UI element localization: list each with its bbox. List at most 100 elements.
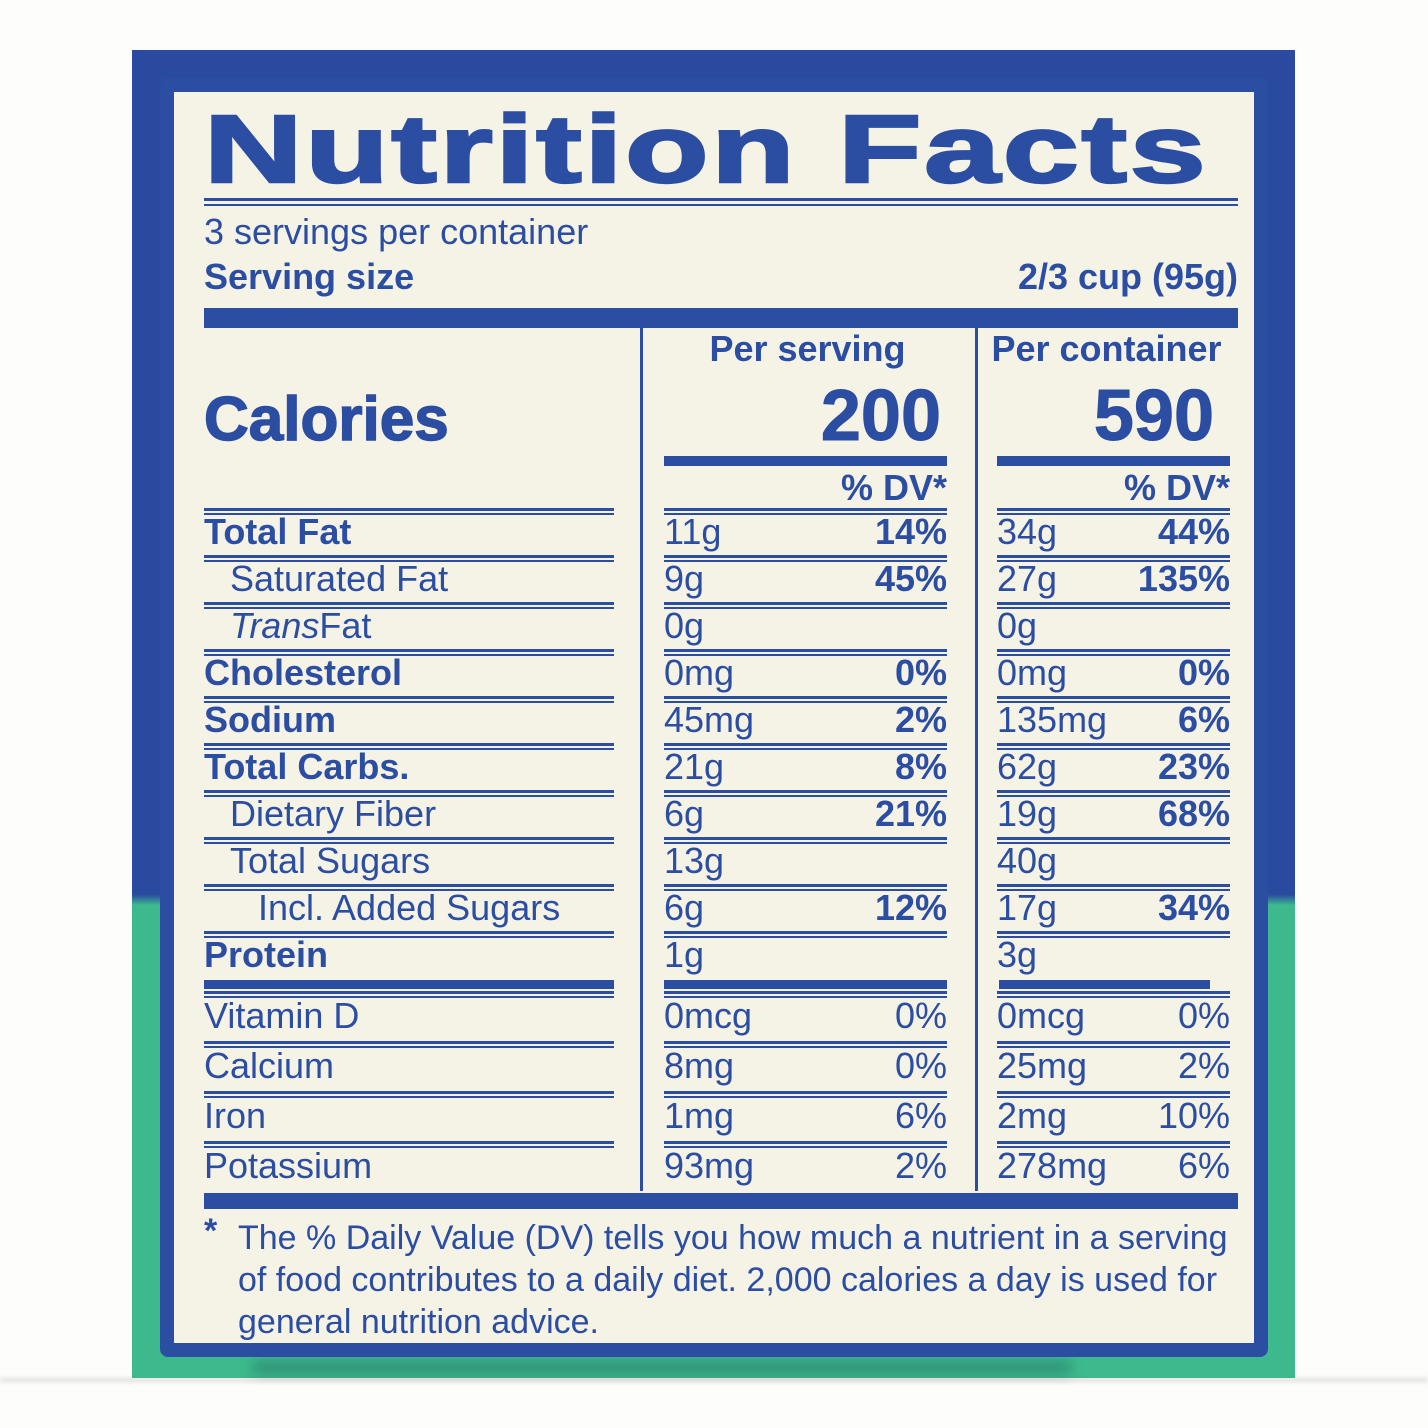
column-divider-2 xyxy=(975,328,978,1191)
calories-underline-right xyxy=(975,454,1238,468)
amount-value: 0mcg xyxy=(664,995,753,1036)
daily-value-percent: 14% xyxy=(874,510,947,552)
daily-value-percent: 45% xyxy=(874,557,947,599)
per-container-header: Per container xyxy=(991,328,1222,369)
nutrient-row: Cholesterol 0mg 0% 0mg 0% xyxy=(204,649,1238,696)
separator-thick-bottom xyxy=(204,1193,1238,1209)
amount-value: 0g xyxy=(664,604,705,646)
daily-value-percent: 6% xyxy=(1177,698,1230,740)
amount-value: 1g xyxy=(664,933,705,975)
per-container-value-cell: 62g 23% xyxy=(975,743,1238,790)
calories-underline-row xyxy=(204,454,1238,468)
column-divider-1 xyxy=(640,328,643,1191)
nutrient-row: Trans Fat 0g 0g xyxy=(204,602,1238,649)
daily-value-percent: 135% xyxy=(1137,557,1230,599)
per-serving-header: Per serving xyxy=(709,328,906,369)
dv-header-row: % DV* % DV* xyxy=(204,467,1238,508)
nutrient-name: Iron xyxy=(204,1091,640,1141)
title-rule xyxy=(204,198,1238,206)
calories-row: Calories 200 590 xyxy=(203,372,1238,456)
per-container-value-cell: 0mcg 0% xyxy=(975,991,1238,1041)
per-container-value-cell: 3g xyxy=(975,931,1238,978)
per-container-value-cell: 135mg 6% xyxy=(975,696,1238,743)
per-serving-value-cell: 0mcg 0% xyxy=(640,991,975,1041)
nutrient-rows: Total Fat 11g 14% 34g 44% Saturated Fat 9g 45% 2… xyxy=(204,508,1238,978)
nutrient-name: Total Fat xyxy=(204,508,640,555)
per-serving-value-cell: 11g 14% xyxy=(640,508,975,555)
calories-per-serving: 200 xyxy=(820,376,941,456)
section-divider-left xyxy=(204,978,640,991)
footnote: * The % Daily Value (DV) tells you how m… xyxy=(204,1212,1238,1343)
amount-value: 62g xyxy=(997,745,1058,787)
section-divider-right xyxy=(975,978,1238,991)
daily-value-percent: 0% xyxy=(1177,995,1230,1036)
calories-label-cell: Calories xyxy=(203,385,640,454)
amount-value: 93mg xyxy=(664,1145,755,1186)
calories-per-container: 590 xyxy=(1093,376,1214,456)
nutrient-name: Dietary Fiber xyxy=(204,790,640,837)
daily-value-percent: 12% xyxy=(874,886,947,928)
daily-value-percent: 44% xyxy=(1157,510,1230,552)
per-serving-value-cell: 13g xyxy=(640,837,975,884)
daily-value-percent: 21% xyxy=(874,792,947,834)
per-container-value-cell: 17g 34% xyxy=(975,884,1238,931)
nutrient-row: Total Fat 11g 14% 34g 44% xyxy=(204,508,1238,555)
per-container-value-cell: 27g 135% xyxy=(975,555,1238,602)
per-serving-value-cell: 0g xyxy=(640,602,975,649)
nutrient-row: Calcium 8mg 0% 25mg 2% xyxy=(204,1041,1238,1091)
daily-value-percent: 8% xyxy=(894,745,947,787)
nutrient-row: Potassium 93mg 2% 278mg 6% xyxy=(204,1141,1238,1191)
nutrient-name: Vitamin D xyxy=(204,991,640,1041)
nutrition-facts-label: Nutrition Facts 3 servings per container… xyxy=(160,78,1268,1357)
dv-header-container: % DV* xyxy=(1123,467,1230,508)
per-container-value-cell: 40g xyxy=(975,837,1238,884)
nutrient-name: Cholesterol xyxy=(204,649,640,696)
amount-value: 19g xyxy=(997,792,1058,834)
daily-value-percent: 68% xyxy=(1157,792,1230,834)
nutrient-row: Total Carbs. 21g 8% 62g 23% xyxy=(204,743,1238,790)
per-serving-value-cell: 1g xyxy=(640,931,975,978)
per-serving-value-cell: 45mg 2% xyxy=(640,696,975,743)
surface-shadow-line xyxy=(0,1378,1428,1382)
nutrient-name: Trans Fat xyxy=(204,602,640,649)
daily-value-percent: 6% xyxy=(894,1095,947,1136)
label-title: Nutrition Facts xyxy=(202,96,1209,203)
per-serving-value-cell: 6g 21% xyxy=(640,790,975,837)
nutrient-row: Vitamin D 0mcg 0% 0mcg 0% xyxy=(204,991,1238,1041)
nutrient-name: Calcium xyxy=(204,1041,640,1091)
per-container-value-cell: 25mg 2% xyxy=(975,1041,1238,1091)
amount-value: 1mg xyxy=(664,1095,735,1136)
package-print-smudge xyxy=(252,1361,1072,1374)
dv-header-serving: % DV* xyxy=(840,467,947,508)
amount-value: 0g xyxy=(997,604,1038,646)
nutrient-name: Sodium xyxy=(204,696,640,743)
amount-value: 11g xyxy=(664,510,722,552)
amount-value: 278mg xyxy=(997,1145,1108,1186)
calories-label: Calories xyxy=(203,385,449,454)
amount-value: 34g xyxy=(997,510,1058,552)
section-divider-row xyxy=(204,978,1238,991)
amount-value: 27g xyxy=(997,557,1058,599)
amount-value: 9g xyxy=(664,557,705,599)
nutrient-row: Dietary Fiber 6g 21% 19g 68% xyxy=(204,790,1238,837)
daily-value-percent: 23% xyxy=(1157,745,1230,787)
servings-per-container: 3 servings per container xyxy=(204,211,589,252)
serving-size-row: Serving size 2/3 cup (95g) xyxy=(204,254,1238,300)
nutrient-name: Protein xyxy=(204,931,640,978)
per-container-value-cell: 19g 68% xyxy=(975,790,1238,837)
calories-underline-left xyxy=(204,454,640,468)
per-container-value-cell: 0mg 0% xyxy=(975,649,1238,696)
nutrient-table: Per serving Per container Calories 200 5… xyxy=(203,328,1238,1191)
daily-value-percent: 10% xyxy=(1157,1095,1230,1136)
daily-value-percent: 6% xyxy=(1177,1145,1230,1186)
amount-value: 25mg xyxy=(997,1045,1088,1086)
per-serving-value-cell: 0mg 0% xyxy=(640,649,975,696)
calories-header-row: Per serving Per container xyxy=(204,328,1238,372)
section-divider-mid xyxy=(640,978,975,991)
serving-size-value: 2/3 cup (95g) xyxy=(1017,256,1238,297)
amount-value: 13g xyxy=(664,839,725,881)
daily-value-percent: 0% xyxy=(894,1045,947,1086)
amount-value: 17g xyxy=(997,886,1058,928)
amount-value: 135mg xyxy=(997,698,1108,740)
